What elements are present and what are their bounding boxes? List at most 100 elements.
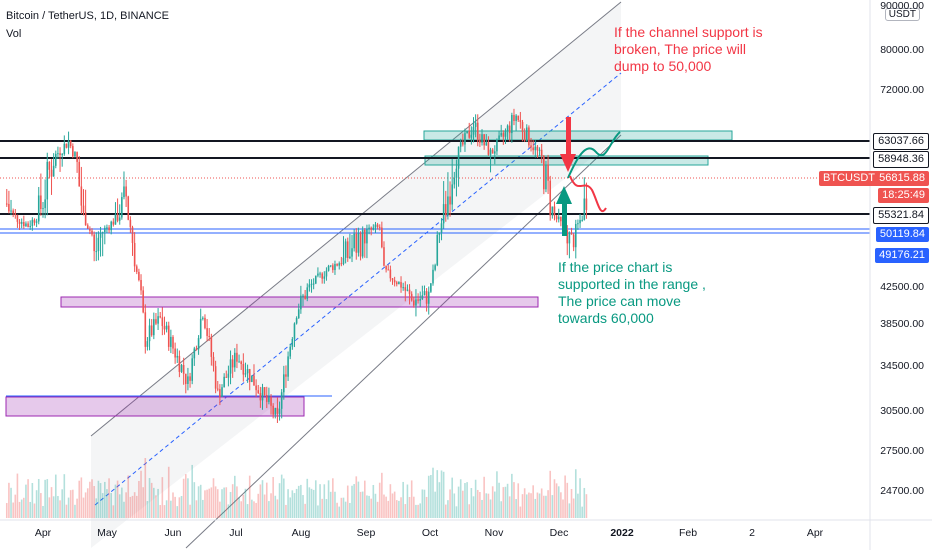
candle-body	[170, 336, 172, 347]
volume-bar	[308, 487, 311, 518]
volume-bar	[234, 475, 236, 518]
candle-body	[116, 214, 119, 221]
volume-bar	[306, 478, 309, 518]
x-tick-label: 2022	[610, 527, 634, 539]
volume-bar	[131, 495, 134, 518]
volume-bar	[525, 494, 528, 518]
candle-body	[325, 270, 328, 277]
volume-bar	[474, 479, 477, 518]
candle-body	[581, 219, 583, 221]
candle-body	[555, 215, 558, 220]
candle-body	[227, 373, 230, 378]
volume-bar	[577, 493, 579, 518]
volume-label: Vol	[6, 28, 22, 40]
volume-bar	[63, 474, 66, 518]
volume-bar	[430, 475, 432, 518]
volume-bar	[50, 487, 53, 518]
candle-body	[238, 361, 240, 363]
price-tag: 55321.84	[873, 207, 929, 224]
candle-body	[472, 126, 475, 135]
breakdown-note: If the channel support is broken, The pr…	[614, 24, 763, 74]
candle-body	[274, 407, 277, 415]
candle-body	[515, 115, 517, 121]
candle-body	[496, 139, 498, 152]
volume-bar	[564, 475, 566, 518]
volume-bar	[574, 469, 577, 518]
volume-bar	[310, 488, 313, 518]
volume-bar	[89, 481, 91, 518]
volume-bar	[489, 499, 492, 518]
volume-bar	[10, 487, 12, 518]
volume-bar	[93, 486, 95, 518]
candle-body	[167, 325, 170, 347]
candle-body	[427, 291, 430, 304]
candle-body	[570, 232, 573, 235]
volume-bar	[180, 496, 183, 518]
candle-body	[398, 282, 400, 285]
candle-body	[44, 199, 46, 209]
candle-body	[174, 348, 176, 358]
candle-body	[210, 336, 213, 357]
candle-body	[346, 241, 349, 258]
candle-body	[395, 282, 398, 285]
candle-body	[312, 283, 315, 285]
volume-bar	[133, 492, 136, 518]
candle-body	[393, 280, 396, 283]
volume-bar	[538, 493, 541, 518]
volume-bar	[129, 496, 132, 518]
candle-body	[246, 369, 249, 374]
candle-body	[216, 388, 219, 390]
x-tick-label: Feb	[678, 527, 698, 539]
volume-bar	[69, 490, 72, 518]
volume-bar	[498, 482, 500, 518]
candle-body	[91, 230, 93, 235]
volume-bar	[18, 501, 21, 518]
candle-body	[191, 358, 193, 381]
candle-body	[525, 127, 528, 141]
candle-body	[300, 295, 302, 310]
volume-bar	[338, 506, 341, 518]
y-tick-label: 34500.00	[880, 360, 924, 372]
candle-body	[278, 408, 281, 414]
volume-bar	[138, 480, 140, 518]
volume-bar	[61, 489, 63, 518]
candle-body	[519, 120, 522, 122]
candle-body	[131, 227, 134, 243]
volume-bar	[202, 499, 204, 518]
volume-bar	[153, 487, 155, 518]
volume-bar	[340, 497, 343, 518]
volume-bar	[419, 503, 422, 518]
candle-body	[494, 151, 496, 154]
candle-body	[577, 223, 579, 225]
x-tick-label: Jul	[229, 527, 243, 539]
currency-label[interactable]: USDT	[884, 8, 920, 21]
candle-body	[314, 275, 317, 284]
volume-bar	[44, 479, 46, 518]
volume-bar	[170, 500, 172, 518]
volume-bar	[121, 487, 123, 518]
candle-body	[406, 289, 409, 291]
y-tick-label: 24700.00	[880, 485, 924, 497]
candle-body	[583, 198, 586, 220]
candle-body	[165, 325, 168, 330]
candle-body	[511, 115, 513, 134]
candle-body	[306, 287, 309, 299]
candle-body	[440, 223, 443, 233]
candle-body	[421, 295, 424, 300]
candle-body	[125, 186, 127, 197]
volume-bar	[106, 489, 108, 518]
volume-bar	[172, 492, 174, 518]
candle-body	[391, 278, 394, 281]
candle-body	[357, 233, 360, 253]
candle-body	[104, 227, 106, 233]
candle-body	[457, 146, 460, 169]
volume-bar	[302, 495, 304, 518]
volume-bar	[491, 486, 494, 518]
volume-bar	[223, 487, 225, 518]
volume-bar	[123, 501, 125, 518]
candle-body	[432, 269, 434, 284]
volume-bar	[270, 493, 272, 518]
candle-body	[214, 366, 217, 389]
x-tick-label: Apr	[34, 527, 52, 539]
